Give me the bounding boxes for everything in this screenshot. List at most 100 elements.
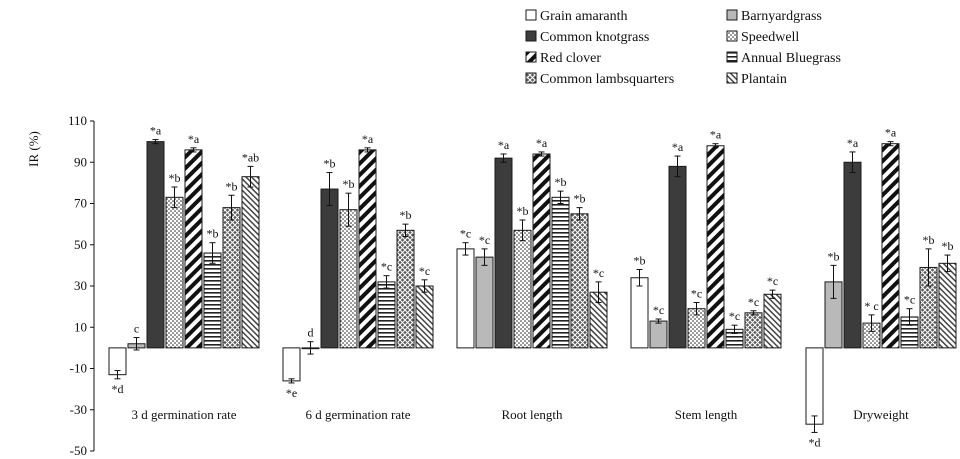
legend-item: Speedwell <box>726 30 799 45</box>
y-tick-label: 30 <box>74 278 87 293</box>
data-label: *a <box>188 132 200 146</box>
legend-label: Red clover <box>540 51 601 66</box>
bar <box>649 320 668 349</box>
data-label: *a <box>710 128 722 142</box>
data-label: *c <box>460 227 471 241</box>
legend-swatch <box>726 9 738 21</box>
bar <box>668 165 687 349</box>
data-label: *a <box>847 136 859 150</box>
data-label: *e <box>286 386 297 400</box>
data-label: *a <box>362 132 374 146</box>
bar <box>396 229 415 349</box>
bar <box>184 149 203 349</box>
legend-item: Red clover <box>525 51 601 66</box>
y-tick-label: 10 <box>74 319 87 334</box>
legend: Grain amaranth Barnyardgrass Common knotgr… <box>525 9 841 87</box>
data-label: *b <box>942 239 954 253</box>
legend-swatch <box>525 9 537 21</box>
y-tick-label: -50 <box>70 443 87 458</box>
legend-label: Plantain <box>741 72 787 87</box>
legend-item: Common lambsquarters <box>525 72 674 87</box>
bar <box>339 209 358 349</box>
bar <box>358 149 377 349</box>
bar <box>456 248 475 349</box>
bar <box>222 207 241 349</box>
data-label: *c <box>748 295 759 309</box>
legend-item: Barnyardgrass <box>726 9 822 24</box>
data-label: *b <box>343 177 355 191</box>
category-group: *d c *a *b *a *b *b *ab 3 d germination rate <box>108 124 260 422</box>
bar <box>320 188 339 349</box>
legend-label: Annual Bluegrass <box>741 51 841 66</box>
legend-label: Speedwell <box>741 30 799 45</box>
data-label: *d <box>112 382 124 396</box>
bar <box>146 141 165 349</box>
legend-swatch <box>525 51 537 63</box>
bar <box>744 312 763 349</box>
data-label: *c <box>479 233 490 247</box>
data-label: *c <box>419 264 430 278</box>
bar <box>377 281 396 349</box>
bar <box>843 161 862 349</box>
category-group: *b *c *a *c *a *c *c *c Stem length <box>630 128 782 422</box>
legend-item: Plantain <box>726 72 787 87</box>
y-tick-label: -10 <box>70 361 87 376</box>
category-label: 6 d germination rate <box>305 407 410 422</box>
y-tick-label: 50 <box>74 237 87 252</box>
legend-swatch <box>525 72 537 84</box>
bar <box>241 176 260 349</box>
data-label: *c <box>653 303 664 317</box>
bar <box>706 145 725 349</box>
legend-swatch <box>726 30 738 42</box>
data-label: *c <box>729 309 740 323</box>
bar <box>881 143 900 349</box>
y-tick-label: 70 <box>74 196 87 211</box>
y-tick-label: 110 <box>68 113 87 128</box>
bar <box>475 256 494 349</box>
bar <box>203 252 222 349</box>
bar <box>630 277 649 349</box>
data-label: *b <box>226 179 238 193</box>
data-label: *d <box>809 435 821 449</box>
legend-swatch <box>525 30 537 42</box>
legend-label: Grain amaranth <box>540 9 627 24</box>
bar <box>570 213 589 349</box>
legend-swatch <box>726 51 738 63</box>
bar <box>763 293 782 349</box>
bar <box>282 347 301 382</box>
data-label: *c <box>767 274 778 288</box>
bar <box>513 229 532 349</box>
data-label: *a <box>150 124 162 138</box>
data-label: *c <box>904 293 915 307</box>
data-label: *c <box>381 260 392 274</box>
data-label: *c <box>593 266 604 280</box>
data-label: *b <box>634 254 646 268</box>
legend-swatch <box>726 72 738 84</box>
data-label: *b <box>324 157 336 171</box>
category-group: *d *b *a * c *a *c *b *b Dryweight <box>805 126 957 449</box>
category-label: Stem length <box>675 407 738 422</box>
data-label: *b <box>207 227 219 241</box>
legend-label: Common knotgrass <box>540 30 649 45</box>
y-axis: 110 90 70 50 30 10 -10 -30 -50 <box>68 113 95 458</box>
bar <box>494 157 513 349</box>
data-label: *ab <box>242 150 259 164</box>
data-label: c <box>134 322 139 336</box>
category-label: Dryweight <box>853 407 909 422</box>
legend-item: Grain amaranth <box>525 9 627 24</box>
data-label: *b <box>574 192 586 206</box>
y-tick-label: -30 <box>70 402 87 417</box>
data-label: *a <box>885 126 897 140</box>
data-label: *a <box>672 140 684 154</box>
data-label: *b <box>828 249 840 263</box>
category-label: 3 d germination rate <box>131 407 236 422</box>
bar <box>805 347 824 425</box>
legend-label: Common lambsquarters <box>540 72 674 87</box>
bar <box>165 196 184 349</box>
data-label: *c <box>691 287 702 301</box>
data-label: *b <box>400 208 412 222</box>
legend-item: Common knotgrass <box>525 30 649 45</box>
plot-area: *dc*a*b*a*b*b*ab3 d germination rate*ed*… <box>108 124 957 449</box>
category-group: *e d *b *b *a *c *b *c 6 d germination rate <box>282 132 434 422</box>
